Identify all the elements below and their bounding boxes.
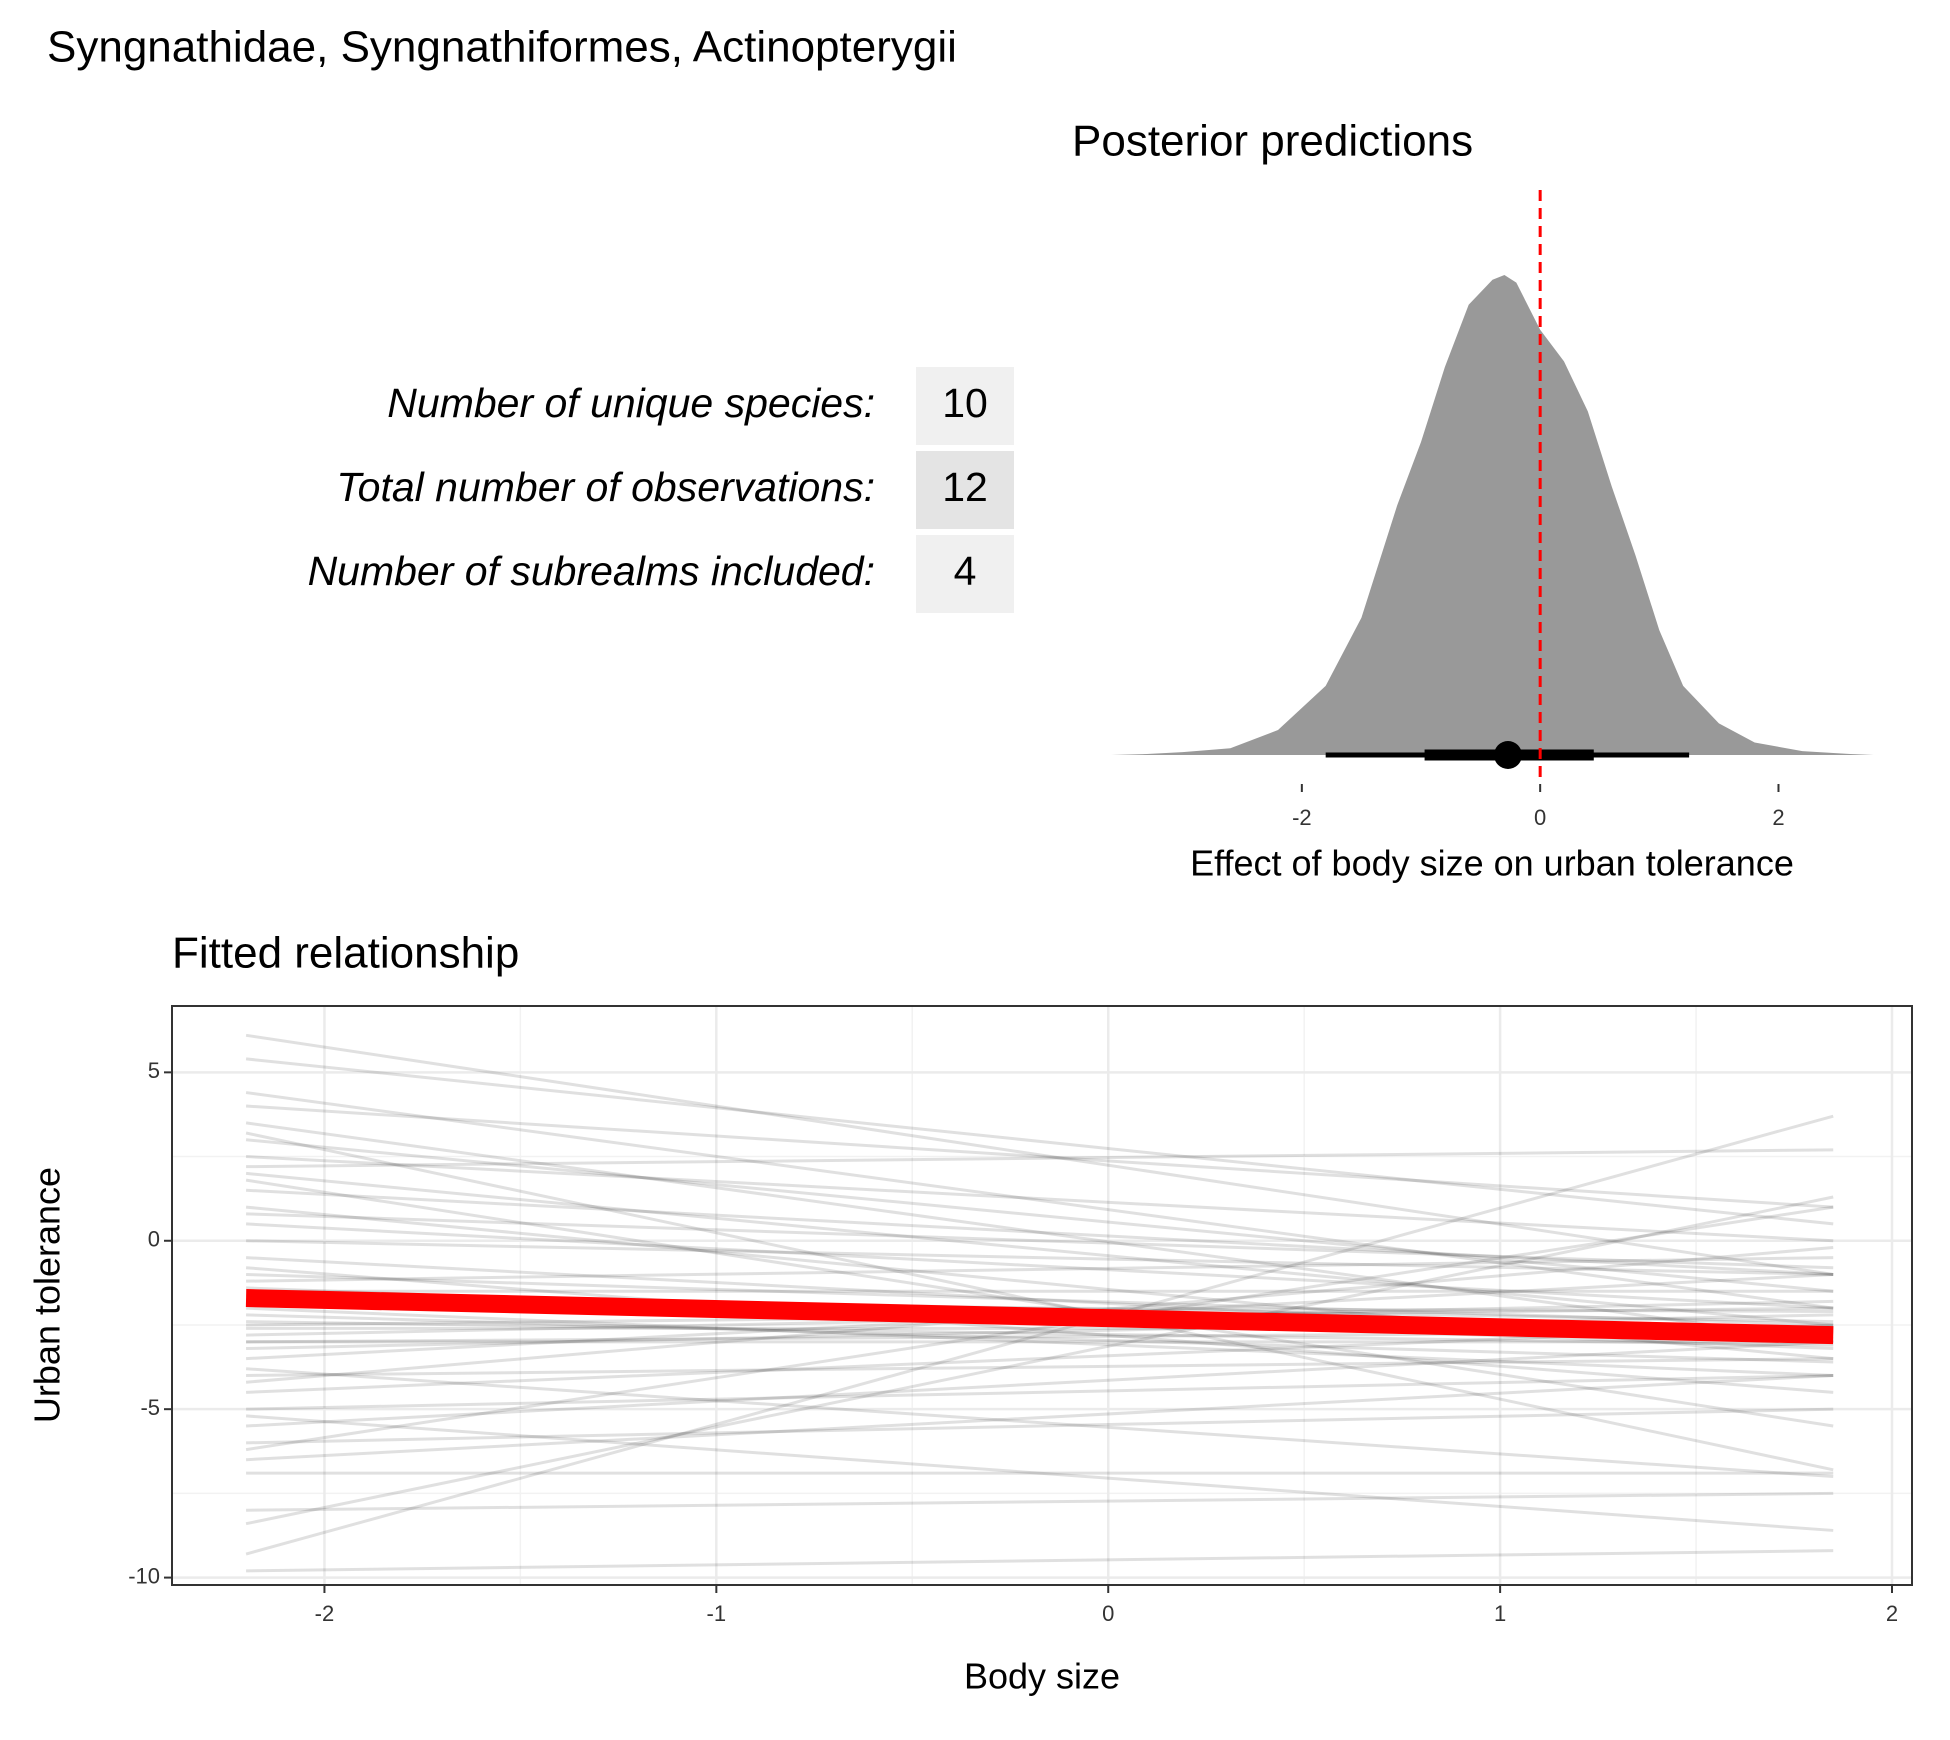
point-estimate <box>1493 741 1522 769</box>
posterior-draw <box>246 1306 1834 1377</box>
posterior-draw <box>246 1313 1834 1364</box>
posterior-draw <box>245 1171 1834 1327</box>
x-tick-label: 1 <box>1494 1601 1506 1626</box>
posterior-draw <box>245 1367 1834 1479</box>
posterior-draw <box>245 1057 1834 1226</box>
posterior-draw <box>245 1188 1834 1276</box>
x-tick-label: 2 <box>1886 1601 1898 1626</box>
y-tick-label: -10 <box>128 1563 160 1588</box>
density-x-label: Effect of body size on urban tolerance <box>1190 843 1794 884</box>
x-tick-label: 2 <box>1772 805 1784 830</box>
posterior-draw <box>245 1340 1834 1428</box>
posterior-draw <box>245 1138 1834 1293</box>
posterior-draw <box>246 1491 1834 1512</box>
posterior-draw <box>246 1549 1834 1573</box>
row-label: Total number of observations: <box>336 464 875 510</box>
y-tick-label: 0 <box>148 1227 160 1252</box>
row-label: Number of subrealms included: <box>308 548 875 594</box>
posterior-draw <box>245 1155 1834 1243</box>
posterior-draw <box>245 1222 1834 1310</box>
posterior-draw <box>245 1091 1834 1310</box>
y-tick-label: -5 <box>140 1395 160 1420</box>
posterior-draw <box>246 1212 1834 1270</box>
posterior-draw <box>245 1195 1834 1526</box>
panel-border <box>171 1005 1913 1586</box>
posterior-draw <box>245 1266 1834 1394</box>
row-label: Number of unique species: <box>387 380 875 426</box>
row-value: 10 <box>942 380 988 426</box>
posterior-draw <box>245 1033 1834 1276</box>
row-value: 12 <box>942 464 988 510</box>
posterior-draw <box>245 1178 1834 1428</box>
figure-title: Syngnathidae, Syngnathiformes, Actinopte… <box>47 23 957 72</box>
posterior-draw <box>245 1205 1834 1452</box>
posterior-draw <box>245 1374 1834 1462</box>
fitted-line <box>245 1289 1834 1345</box>
table-cell <box>916 535 1014 613</box>
x-tick-label: -2 <box>315 1601 335 1626</box>
posterior-draw <box>245 1104 1834 1209</box>
posterior-draw <box>246 1256 1834 1283</box>
posterior-draw <box>245 1414 1834 1532</box>
density-area <box>1111 275 1874 755</box>
posterior-draw <box>246 1239 1834 1276</box>
x-tick-label: -2 <box>1292 805 1312 830</box>
y-tick-label: 5 <box>148 1058 160 1083</box>
posterior-draw <box>246 1148 1834 1169</box>
fit-y-label: Urban tolerance <box>27 1167 68 1423</box>
posterior-draw <box>245 1114 1834 1556</box>
posterior-draw <box>246 1374 1834 1411</box>
posterior-draw <box>246 1407 1834 1445</box>
posterior-draw <box>246 1320 1834 1347</box>
posterior-draw <box>246 1357 1834 1377</box>
x-tick-label: 0 <box>1534 805 1546 830</box>
table-cell <box>916 451 1014 529</box>
x-tick-label: -1 <box>707 1601 727 1626</box>
table-cell <box>916 367 1014 445</box>
posterior-draw <box>245 1131 1834 1472</box>
density-title: Posterior predictions <box>1072 117 1473 166</box>
fit-title: Fitted relationship <box>172 929 519 978</box>
row-value: 4 <box>954 548 977 594</box>
posterior-draw <box>245 1121 1834 1344</box>
x-tick-label: 0 <box>1102 1601 1114 1626</box>
posterior-draw <box>246 1272 1834 1327</box>
fit-x-label: Body size <box>964 1656 1120 1697</box>
